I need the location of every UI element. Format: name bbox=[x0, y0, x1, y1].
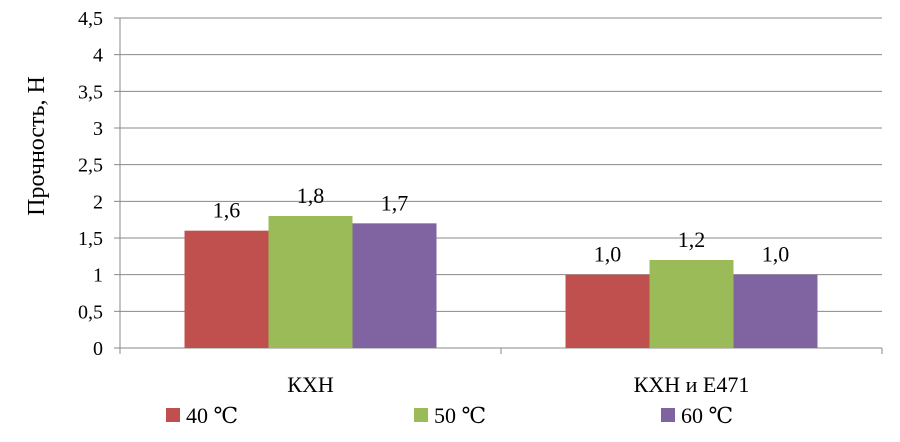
y-tick-label: 1,5 bbox=[78, 228, 103, 250]
legend-label: 50 ℃ bbox=[434, 403, 486, 428]
y-tick-label: 4,5 bbox=[78, 8, 103, 30]
bar bbox=[268, 216, 353, 348]
data-label: 1,7 bbox=[381, 190, 409, 215]
data-label: 1,0 bbox=[594, 242, 622, 267]
y-axis-label: Прочность, Н bbox=[24, 76, 50, 216]
bar bbox=[565, 274, 650, 348]
y-tick-label: 0 bbox=[93, 338, 103, 360]
y-tick-label: 4 bbox=[93, 45, 103, 67]
data-labels: 1,6 1,8 1,7 1,0 1,2 1,0 bbox=[213, 183, 790, 267]
y-tick-label: 1 bbox=[93, 265, 103, 287]
data-label: 1,2 bbox=[678, 227, 706, 252]
y-tick-label: 2 bbox=[93, 191, 103, 213]
data-label: 1,6 bbox=[213, 198, 241, 223]
bar bbox=[352, 223, 437, 348]
y-tick-label: 2,5 bbox=[78, 155, 103, 177]
bars bbox=[184, 216, 818, 348]
legend: 40 ℃ 50 ℃ 60 ℃ bbox=[166, 403, 733, 428]
legend-swatch bbox=[414, 408, 428, 422]
category-labels: КХН КХН и Е471 bbox=[287, 372, 749, 397]
category-label: КХН bbox=[287, 372, 334, 397]
legend-swatch bbox=[166, 408, 180, 422]
bar bbox=[733, 274, 818, 348]
bar bbox=[184, 230, 269, 348]
legend-label: 40 ℃ bbox=[186, 403, 238, 428]
legend-label: 60 ℃ bbox=[681, 403, 733, 428]
y-tick-label: 3 bbox=[93, 118, 103, 140]
category-label: КХН и Е471 bbox=[634, 372, 750, 397]
data-label: 1,8 bbox=[297, 183, 325, 208]
y-axis-ticks: 0 0,5 1 1,5 2 2,5 3 3,5 4 4,5 bbox=[78, 8, 103, 360]
legend-swatch bbox=[661, 408, 675, 422]
y-tick-label: 0,5 bbox=[78, 301, 103, 323]
y-tick-label: 3,5 bbox=[78, 81, 103, 103]
data-label: 1,0 bbox=[762, 242, 790, 267]
bar bbox=[649, 260, 734, 348]
